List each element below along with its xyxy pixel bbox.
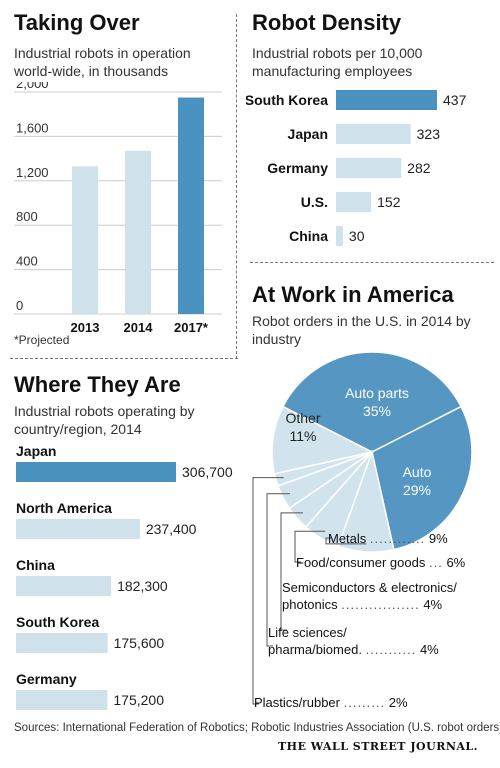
projected-footnote: *Projected [14, 333, 70, 347]
y-tick-label: 0 [16, 298, 23, 313]
x-tick-label: 2013 [71, 320, 100, 332]
pie-slice-other [271, 405, 375, 475]
bar-south-korea [336, 90, 437, 110]
category-label: China [16, 557, 55, 573]
category-label: Japan [288, 126, 328, 142]
bar-germany [16, 690, 108, 710]
y-tick-label: 2,000 [16, 82, 49, 91]
auto-parts-label: Auto parts 35% [342, 384, 412, 420]
taking-over-title: Taking Over [14, 10, 140, 35]
legend-semi-label-1: Semiconductors & electronics/ [282, 580, 457, 595]
legend-food: Food/consumer goods ... 6% [296, 555, 465, 570]
legend-life-label-2: pharma/biomed. [268, 642, 362, 657]
bar-2013 [72, 166, 98, 314]
bar-2017 [178, 97, 204, 314]
legend-plastics-dots: ......... [343, 695, 386, 710]
legend-semi-pct: 4% [423, 597, 443, 612]
legend-metals-label: Metals [328, 531, 367, 546]
auto-parts-name: Auto parts [345, 385, 409, 401]
taking-over-subtitle: Industrial robots in operation world-wid… [14, 45, 191, 79]
value-label: 152 [377, 194, 401, 210]
value-label: 323 [417, 126, 441, 142]
y-tick-label: 1,600 [16, 120, 49, 135]
leader-line [266, 493, 291, 647]
other-pct: 11% [289, 428, 317, 444]
value-label: 437 [443, 92, 467, 108]
auto-label: Auto 29% [393, 463, 441, 499]
bar-china [336, 226, 343, 246]
category-label: South Korea [16, 614, 99, 630]
left-horizontal-divider [10, 358, 238, 359]
where-they-are-chart: Japan 306,700 North America 237,400 China 182… [16, 443, 233, 710]
legend-plastics-label: Plastics/rubber [254, 695, 340, 710]
where-they-are-subtitle: Industrial robots operating by country/r… [14, 403, 195, 437]
at-work-subtitle: Robot orders in the U.S. in 2014 by indu… [252, 313, 471, 347]
bar-u-s- [336, 192, 372, 212]
other-label: Other 11% [283, 409, 323, 445]
robot-density-subtitle: Industrial robots per 10,000 manufacturi… [252, 45, 423, 79]
legend-life-pct: 4% [419, 642, 439, 657]
bar-japan [336, 124, 411, 144]
other-name: Other [285, 410, 321, 426]
legend-metals-dots: ............ [369, 531, 426, 546]
auto-pct: 29% [402, 482, 432, 498]
taking-over-chart: 2,000 1,600 1,200 800 400 0 2013 2014 2017* [14, 82, 222, 332]
legend-life-dots: ........... [365, 642, 417, 657]
leader-line [325, 537, 367, 545]
vertical-divider [236, 14, 237, 359]
robot-density-title: Robot Density [252, 10, 402, 35]
legend-semi-label-2: photonics [282, 597, 338, 612]
legend-food-pct: 6% [446, 555, 466, 570]
value-label: 237,400 [146, 521, 197, 537]
y-tick-label: 400 [16, 254, 38, 269]
category-label: U.S. [301, 194, 328, 210]
value-label: 182,300 [117, 578, 168, 594]
right-horizontal-divider [250, 262, 494, 263]
legend-food-dots: ... [428, 555, 443, 570]
leader-line [280, 512, 303, 631]
legend-semiconductors: Semiconductors & electronics/ photonics … [282, 580, 457, 612]
pie-slice-auto [371, 405, 473, 551]
bar-2014 [125, 150, 151, 314]
robot-density-chart: South Korea 437 Japan 323 Germany 282 U.S. 152 C… [246, 90, 467, 246]
legend-metals: Metals ............ 9% [328, 531, 448, 546]
legend-metals-pct: 9% [428, 531, 448, 546]
value-label: 282 [407, 160, 431, 176]
value-label: 306,700 [182, 464, 233, 480]
value-label: 175,200 [113, 692, 164, 708]
wsj-logo: THE WALL STREET JOURNAL. [277, 740, 478, 753]
y-tick-label: 800 [16, 209, 38, 224]
auto-name: Auto [402, 464, 432, 480]
category-label: China [289, 228, 328, 244]
auto-parts-pct: 35% [362, 403, 392, 419]
x-tick-label: 2014 [124, 320, 154, 332]
category-label: Germany [16, 671, 77, 687]
bar-germany [336, 158, 402, 178]
legend-plastics-pct: 2% [388, 695, 408, 710]
legend-semi-dots: ................. [341, 597, 420, 612]
category-label: South Korea [246, 92, 328, 108]
bar-south-korea [16, 633, 108, 653]
legend-plastics: Plastics/rubber ......... 2% [254, 695, 408, 710]
legend-food-label: Food/consumer goods [296, 555, 426, 570]
legend-life-sciences: Life sciences/ pharma/biomed. ..........… [268, 625, 439, 657]
value-label: 175,600 [114, 635, 165, 651]
sources-note: Sources: International Federation of Rob… [14, 722, 500, 734]
y-tick-label: 1,200 [16, 165, 49, 180]
category-label: Japan [16, 443, 56, 459]
bar-north-america [16, 519, 140, 539]
bar-china [16, 576, 112, 596]
at-work-title: At Work in America [252, 282, 454, 307]
value-label: 30 [349, 228, 365, 244]
where-they-are-title: Where They Are [14, 372, 181, 397]
at-work-pie-chart [252, 351, 473, 705]
category-label: North America [16, 500, 112, 516]
leader-line [252, 477, 284, 705]
bar-japan [16, 462, 176, 482]
category-label: Germany [267, 160, 328, 176]
pie-slice-auto-parts [281, 351, 463, 453]
leader-line [294, 530, 326, 563]
legend-life-label-1: Life sciences/ [268, 625, 347, 640]
x-tick-label: 2017* [174, 320, 209, 332]
